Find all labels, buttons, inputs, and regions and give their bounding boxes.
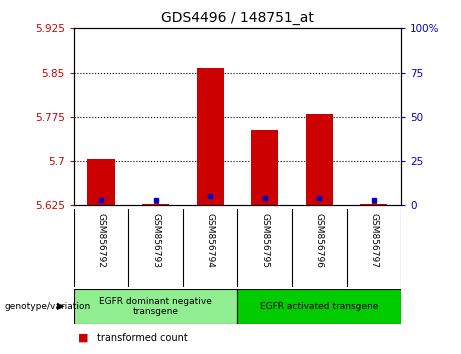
Text: transformed count: transformed count <box>97 333 188 343</box>
Text: genotype/variation: genotype/variation <box>5 302 91 311</box>
Bar <box>306 114 333 205</box>
Text: EGFR activated transgene: EGFR activated transgene <box>260 302 378 311</box>
Text: GSM856795: GSM856795 <box>260 213 269 268</box>
Bar <box>142 204 169 205</box>
Bar <box>196 68 224 205</box>
Title: GDS4496 / 148751_at: GDS4496 / 148751_at <box>161 11 314 24</box>
Text: ▶: ▶ <box>57 301 65 311</box>
Text: EGFR dominant negative
transgene: EGFR dominant negative transgene <box>99 297 212 316</box>
Bar <box>74 289 237 324</box>
Bar <box>237 289 401 324</box>
Text: ■: ■ <box>78 333 89 343</box>
Text: GSM856793: GSM856793 <box>151 213 160 268</box>
Bar <box>251 130 278 205</box>
Text: GSM856796: GSM856796 <box>315 213 324 268</box>
Text: GSM856792: GSM856792 <box>96 213 106 268</box>
Text: GSM856794: GSM856794 <box>206 213 215 268</box>
Text: GSM856797: GSM856797 <box>369 213 378 268</box>
Bar <box>360 204 387 205</box>
Bar <box>88 159 115 205</box>
